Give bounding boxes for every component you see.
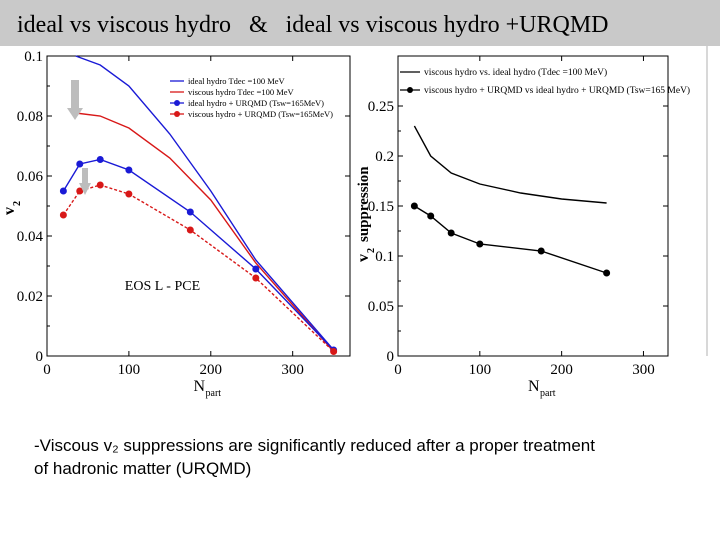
- chart1-data-point: [125, 166, 133, 174]
- chart2-legend-label: viscous hydro vs. ideal hydro (Tdec =100…: [424, 67, 607, 78]
- chart2-x-tick-label: 0: [394, 362, 402, 378]
- suppression-arrow-small-head: [79, 183, 91, 195]
- chart1-data-point: [252, 274, 260, 282]
- chart2-y-axis-label-sub: 2: [366, 248, 377, 253]
- chart1-y-tick-label: 0.1: [24, 49, 43, 65]
- chart1-series-line: [75, 112, 335, 352]
- chart2-y-tick-label: 0.2: [375, 149, 394, 165]
- chart2-legend-label: viscous hydro + URQMD vs ideal hydro + U…: [424, 85, 690, 96]
- chart1-annotation: EOS L - PCE: [125, 279, 200, 294]
- chart2-y-tick-label: 0: [387, 349, 395, 365]
- chart1-legend-marker: [174, 111, 180, 117]
- chart2-data-point: [537, 247, 545, 255]
- chart2-data-point: [427, 212, 435, 220]
- chart1-data-point: [76, 187, 84, 195]
- chart2-legend-marker: [407, 87, 413, 93]
- chart1-legend-label: ideal hydro Tdec =100 MeV: [188, 76, 286, 86]
- chart1-data-point: [125, 190, 133, 198]
- chart1-data-point: [96, 156, 104, 163]
- chart2-y-tick-label: 0.15: [368, 199, 394, 215]
- chart1-y-axis-label-sub: 2: [12, 201, 23, 206]
- caption-line-1: -Viscous v₂ suppressions are significant…: [34, 436, 595, 455]
- chart1-data-point: [96, 181, 104, 189]
- chart1-x-tick-label: 0: [43, 362, 51, 378]
- chart1-x-tick-label: 200: [200, 362, 223, 378]
- chart2-plot-frame: [397, 55, 669, 357]
- chart2-series-line: [413, 125, 607, 204]
- chart2-x-tick-label: 100: [469, 362, 492, 378]
- chart2-data-point: [603, 269, 611, 277]
- title-bar: ideal vs viscous hydro & ideal vs viscou…: [0, 0, 720, 46]
- chart1-data-point: [252, 265, 260, 273]
- slide-title: ideal vs viscous hydro & ideal vs viscou…: [17, 12, 609, 38]
- chart1-legend-label: viscous hydro Tdec =100 MeV: [188, 87, 295, 97]
- chart1-y-tick-label: 0.08: [17, 109, 43, 125]
- chart1-legend-marker: [174, 100, 180, 106]
- chart2-x-tick-label: 300: [632, 362, 655, 378]
- chart1-series-line: [75, 55, 335, 351]
- chart1-x-tick-label: 100: [118, 362, 141, 378]
- chart1-data-point: [59, 211, 67, 219]
- caption-line-2: of hadronic matter (URQMD): [34, 459, 252, 478]
- chart2-y-tick-label: 0.25: [368, 99, 394, 115]
- chart1-y-axis-label: v: [1, 207, 18, 215]
- chart1-legend-label: ideal hydro + URQMD (Tsw=165MeV): [188, 98, 324, 108]
- chart2-data-point: [476, 240, 484, 248]
- suppression-arrow-large-head: [67, 108, 83, 120]
- chart1-x-axis-label: N: [194, 378, 206, 395]
- chart2-y-axis-label-2: suppression: [356, 166, 372, 242]
- chart2-y-tick-label: 0.1: [375, 249, 394, 265]
- title-edge-accent: [706, 46, 708, 356]
- chart2-x-axis-label: N: [528, 378, 540, 395]
- chart1-y-tick-label: 0.02: [17, 289, 43, 305]
- chart1-x-axis-label-sub: part: [206, 388, 222, 399]
- chart2-y-tick-label: 0.05: [368, 299, 394, 315]
- chart2-series-line: [414, 205, 607, 274]
- chart1-data-point: [186, 226, 194, 234]
- chart1-data-point: [59, 187, 67, 195]
- chart1-data-point: [330, 348, 338, 355]
- chart2-y-axis-label: v: [355, 254, 372, 262]
- chart1-y-tick-label: 0.04: [17, 229, 44, 245]
- chart1-y-tick-label: 0.06: [17, 169, 44, 185]
- chart1-data-point: [186, 208, 194, 216]
- caption: -Viscous v₂ suppressions are significant…: [34, 434, 704, 480]
- chart1-x-tick-label: 300: [281, 362, 304, 378]
- chart2-x-tick-label: 200: [550, 362, 573, 378]
- chart1-legend-label: viscous hydro + URQMD (Tsw=165MeV): [188, 109, 333, 119]
- suppression-arrow-small-shaft: [82, 168, 88, 185]
- chart2-x-axis-label-sub: part: [540, 388, 556, 399]
- chart2-data-point: [410, 202, 418, 210]
- chart1-series-line: [62, 184, 335, 353]
- chart2-data-point: [447, 229, 455, 237]
- chart1-y-tick-label: 0: [36, 349, 44, 365]
- suppression-arrow-large-shaft: [71, 80, 79, 110]
- chart1-data-point: [76, 160, 84, 168]
